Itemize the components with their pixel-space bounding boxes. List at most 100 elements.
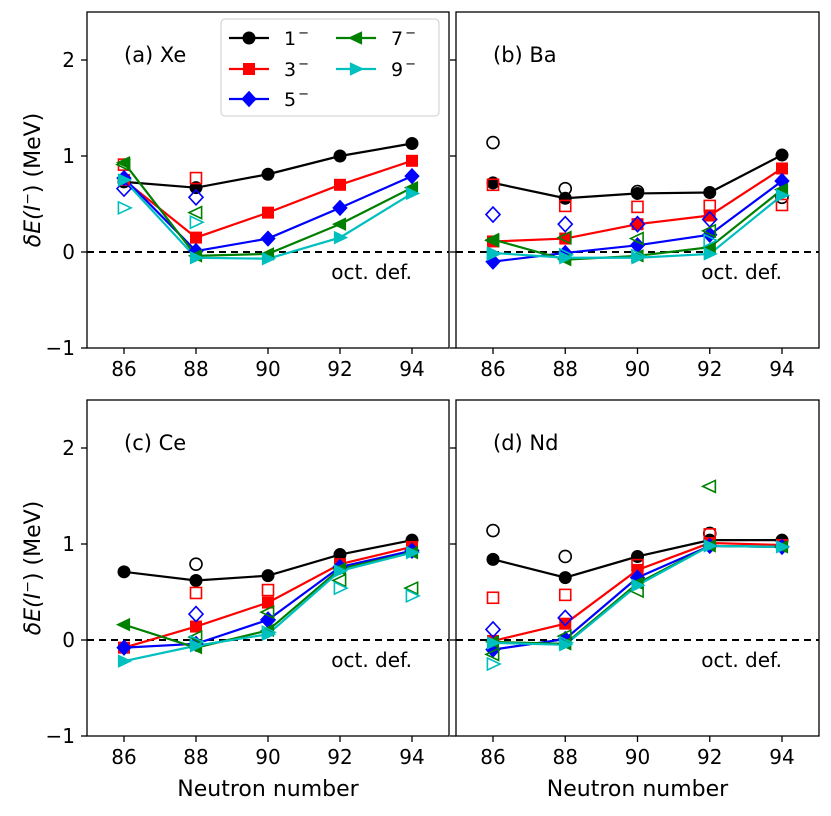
data-point-9 [703, 247, 718, 261]
legend-item-9: 9− [336, 57, 416, 81]
data-point-3 [406, 154, 418, 167]
open-data-point-7 [115, 157, 131, 172]
y-axis-title-main: δE(I [21, 205, 46, 247]
x-tick-label: 88 [553, 357, 578, 381]
data-point-9 [261, 251, 277, 266]
y-tick-label: −1 [46, 336, 75, 360]
open-data-point-1 [486, 523, 500, 538]
open-data-point-3 [558, 588, 572, 602]
data-point-1 [631, 549, 644, 563]
open-data-point-3 [189, 586, 203, 600]
data-point-9 [117, 173, 133, 187]
legend-item-3: 3− [229, 57, 309, 81]
legend-marker-7 [347, 31, 363, 45]
panel-label: (b) Ba [493, 43, 557, 67]
data-point-5 [332, 199, 348, 217]
data-point-9 [775, 188, 791, 203]
data-point-3 [334, 178, 346, 191]
data-point-5 [116, 639, 132, 656]
open-data-point-7 [187, 205, 203, 220]
legend-marker-9 [349, 62, 365, 76]
data-point-9 [405, 186, 421, 201]
x-tick-label: 86 [480, 745, 505, 769]
data-point-5 [260, 230, 276, 247]
data-point-1 [261, 569, 275, 583]
y-tick-label: 2 [62, 48, 75, 72]
open-data-point-1 [558, 181, 573, 196]
data-point-1 [405, 137, 419, 151]
x-tick-label: 92 [327, 357, 352, 381]
x-tick-label: 90 [625, 357, 650, 381]
y-tick-label: 1 [62, 144, 75, 168]
y-axis-title: δE(I−) (MeV) [20, 501, 46, 635]
open-data-point-9 [405, 588, 421, 604]
data-point-3 [776, 162, 788, 175]
legend-label-base: 1 [284, 28, 296, 50]
legend-label-base: 7 [391, 28, 403, 50]
open-data-point-7 [484, 233, 500, 248]
panel-label: (a) Xe [124, 43, 186, 67]
open-data-point-7 [700, 223, 717, 239]
x-tick-label: 88 [553, 745, 578, 769]
data-point-9 [775, 540, 791, 554]
y-tick-label: 2 [62, 436, 75, 460]
open-data-point-5 [187, 605, 205, 623]
legend-label-base: 3 [284, 59, 296, 81]
open-data-point-7 [484, 647, 500, 662]
open-data-point-7 [556, 230, 572, 245]
legend-label-sup: − [298, 87, 309, 102]
panel-label: (d) Nd [493, 431, 558, 455]
y-axis-title-units: ) (MeV) [21, 501, 46, 581]
legend-item-7: 7− [336, 26, 416, 50]
open-data-point-7 [259, 604, 275, 620]
legend-marker-3 [243, 63, 255, 75]
open-data-point-7 [700, 479, 717, 494]
data-point-3 [631, 218, 644, 231]
y-tick-label: 1 [62, 532, 75, 556]
legend-label-sup: − [298, 57, 309, 72]
x-tick-label: 94 [769, 357, 794, 381]
open-data-point-1 [189, 557, 203, 571]
y-axis-title-sup: − [20, 581, 36, 593]
oct-def-annotation: oct. def. [701, 260, 782, 284]
data-point-9 [189, 251, 205, 265]
panel-3: 86 88 90 92 94 [450, 399, 820, 769]
open-data-point-9 [333, 580, 349, 596]
y-tick-label: 0 [62, 240, 75, 264]
data-point-1 [333, 149, 347, 163]
y-axis-title-units: ) (MeV) [21, 113, 46, 193]
x-tick-label: 90 [255, 745, 280, 769]
data-point-3 [190, 231, 202, 244]
legend-label: 1− [284, 26, 309, 50]
data-point-1 [117, 565, 131, 579]
oct-def-annotation: oct. def. [331, 648, 412, 672]
panel-1: 86 88 90 92 94 [450, 11, 820, 381]
data-point-1 [189, 573, 203, 587]
open-data-point-5 [115, 179, 133, 198]
legend-marker-5 [241, 90, 257, 108]
data-point-7 [331, 217, 347, 231]
open-data-point-7 [331, 573, 347, 588]
oct-def-annotation: oct. def. [331, 260, 412, 284]
open-data-point-1 [630, 184, 645, 199]
open-data-point-9 [558, 635, 575, 651]
x-tick-label: 92 [327, 745, 352, 769]
open-data-point-9 [558, 247, 575, 263]
x-tick-label: 86 [480, 357, 505, 381]
legend-box [220, 18, 440, 117]
open-data-point-9 [631, 248, 647, 264]
open-data-point-5 [187, 188, 205, 206]
open-data-point-3 [631, 200, 644, 214]
open-data-point-3 [558, 199, 572, 213]
open-data-point-5 [557, 609, 574, 627]
data-point-1 [486, 552, 500, 566]
open-data-point-1 [486, 135, 500, 150]
open-data-point-5 [557, 215, 574, 233]
x-tick-label: 90 [255, 357, 280, 381]
open-data-point-9 [117, 200, 133, 216]
data-point-9 [631, 578, 646, 593]
data-point-1 [261, 167, 275, 181]
